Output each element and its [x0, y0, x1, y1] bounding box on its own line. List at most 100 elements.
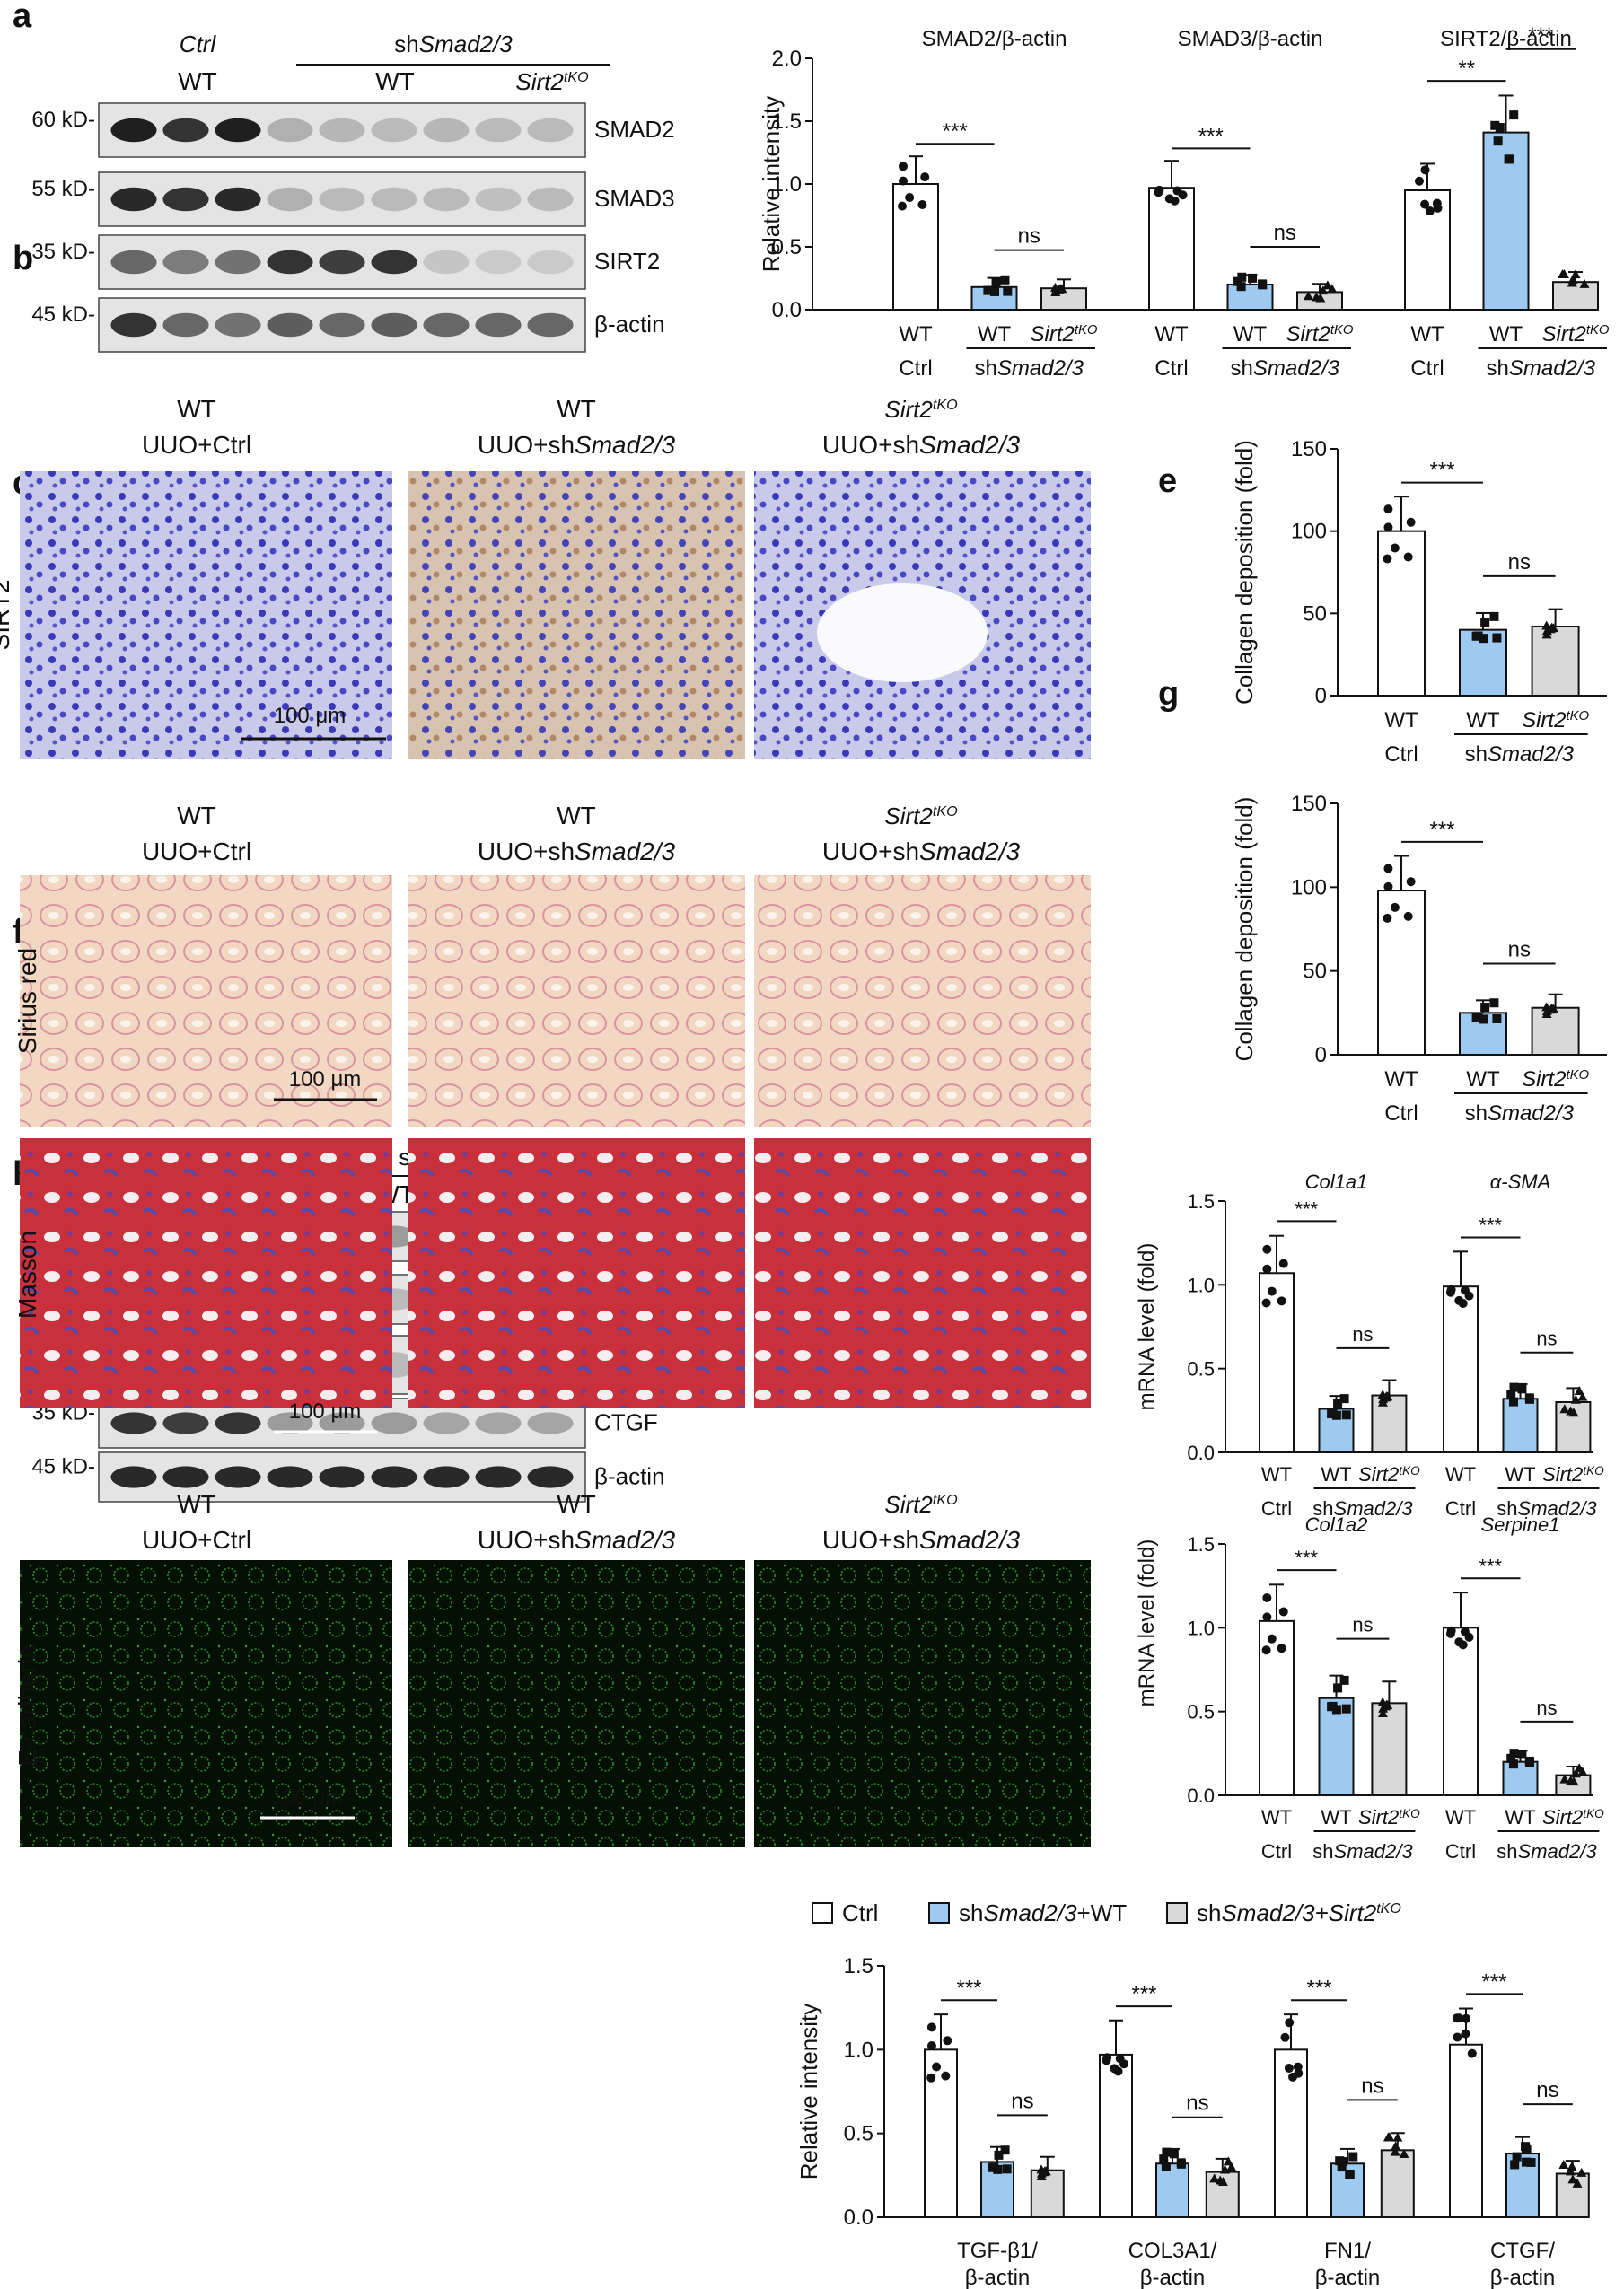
- y-tick-label: 1.0: [844, 2038, 873, 2062]
- bar: [1380, 2149, 1415, 2218]
- ecad-wt-ctrl: [20, 1560, 392, 1847]
- data-point: [1406, 517, 1416, 527]
- blot-h-band: [162, 1412, 209, 1434]
- data-point: [926, 2073, 936, 2083]
- group-title: FN1/: [1324, 2239, 1371, 2263]
- data-point: [1383, 504, 1393, 514]
- sig-label: ***: [956, 1976, 981, 2000]
- bar: [1531, 1006, 1580, 1056]
- y-tick-label: 1.0: [1187, 1274, 1215, 1296]
- data-point: [1162, 2147, 1172, 2157]
- x-tick-label: WT: [1154, 322, 1189, 346]
- data-point: [1277, 1644, 1286, 1653]
- data-point: [1568, 1408, 1579, 1417]
- blot-h-band: [423, 1412, 470, 1434]
- sig-label: ***: [1528, 23, 1553, 48]
- data-point: [1003, 286, 1013, 296]
- data-point: [1278, 1259, 1288, 1268]
- data-point: [1399, 2149, 1409, 2159]
- blot-h-band: [215, 1466, 261, 1488]
- data-point: [1341, 1410, 1351, 1420]
- data-point: [1102, 2056, 1111, 2065]
- sig-label: **: [1458, 57, 1475, 81]
- sig-label: ns: [1352, 1323, 1373, 1346]
- x-tick-label: shSmad2/3: [975, 356, 1084, 381]
- blot-h-band: [371, 1412, 417, 1434]
- data-point: [1565, 2166, 1576, 2176]
- data-point: [1248, 273, 1258, 283]
- data-point: [1178, 190, 1188, 200]
- data-point: [1512, 2152, 1522, 2162]
- x-tick-label: Ctrl: [1261, 1840, 1292, 1863]
- ihc-wt-ctrl: [20, 471, 392, 759]
- bar: [1318, 1697, 1355, 1796]
- lumen: [817, 583, 988, 682]
- data-point: [1567, 2174, 1578, 2184]
- y-tick-label: 0: [1315, 1043, 1327, 1067]
- legend-label: Ctrl: [842, 1899, 878, 1926]
- group-title: Col1a2: [1305, 1513, 1368, 1536]
- bar: [1155, 2162, 1189, 2218]
- protein-label: β-actin: [594, 1463, 665, 1490]
- data-point: [1471, 631, 1481, 641]
- data-point: [1505, 154, 1514, 164]
- data-point: [1570, 1394, 1581, 1404]
- data-point: [1262, 1612, 1272, 1622]
- data-point: [1339, 1675, 1349, 1685]
- data-point: [1390, 2146, 1400, 2156]
- data-point: [1509, 1382, 1519, 1392]
- group-title: β-actin: [965, 2266, 1031, 2289]
- tko-header: Sirt2tKO: [515, 68, 589, 95]
- data-point: [1039, 2167, 1049, 2177]
- data-point: [1267, 1286, 1277, 1296]
- x-tick-label: Sirt2tKO: [1286, 322, 1354, 346]
- data-point: [1237, 272, 1247, 282]
- y-tick-label: 0.0: [844, 2206, 873, 2230]
- data-point: [1453, 2032, 1462, 2042]
- data-point: [1490, 120, 1500, 130]
- x-tick-label: WT: [1445, 1463, 1476, 1486]
- data-point: [1383, 913, 1392, 923]
- data-point: [1522, 2144, 1532, 2154]
- data-point: [1383, 864, 1393, 873]
- sh-header: shSmad2/3: [394, 31, 513, 57]
- data-point: [1480, 1003, 1490, 1013]
- data-point: [1220, 2164, 1231, 2174]
- kd-marker: 60 kD-: [31, 108, 95, 132]
- data-point: [1492, 633, 1502, 643]
- data-point: [1159, 2154, 1169, 2164]
- masson-tko-sh: [754, 1138, 1091, 1408]
- y-axis-label: Relative intensity: [758, 96, 785, 273]
- sig-label: ns: [1018, 224, 1040, 249]
- data-point: [1322, 280, 1333, 290]
- sig-label: ***: [1479, 1555, 1502, 1577]
- y-tick-label: 1.0: [772, 172, 802, 197]
- sig-label: ***: [1481, 1969, 1506, 1994]
- legend-swatch: [928, 1902, 950, 1924]
- blot-a-band: [475, 312, 522, 338]
- scale-label: 100 μm: [271, 1785, 344, 1810]
- ihc-wt-sh: [408, 471, 745, 759]
- data-point: [1223, 2156, 1233, 2166]
- data-point: [1285, 2018, 1295, 2028]
- data-point: [1454, 1637, 1464, 1647]
- blot-a-band: [371, 250, 417, 275]
- col-header: WT: [557, 1490, 596, 1518]
- data-point: [1341, 1704, 1351, 1714]
- data-point: [1467, 2048, 1477, 2058]
- blot-a-band: [162, 187, 209, 212]
- data-point: [1479, 1014, 1488, 1024]
- blot-a-band: [267, 118, 313, 143]
- blot-a-band: [423, 312, 470, 338]
- data-point: [1558, 269, 1569, 279]
- bar: [1531, 626, 1580, 697]
- bar: [1099, 2053, 1133, 2219]
- legend-label: shSmad2/3+WT: [959, 1899, 1127, 1926]
- y-axis-label: mRNA level (fold): [1135, 1243, 1159, 1411]
- data-point: [1217, 2177, 1228, 2187]
- data-point: [905, 193, 915, 203]
- ctrl-header: Ctrl: [180, 31, 217, 57]
- x-tick-label: shSmad2/3: [1497, 1840, 1597, 1863]
- blot-a-band: [215, 250, 261, 275]
- x-tick-label: WT: [1466, 708, 1500, 732]
